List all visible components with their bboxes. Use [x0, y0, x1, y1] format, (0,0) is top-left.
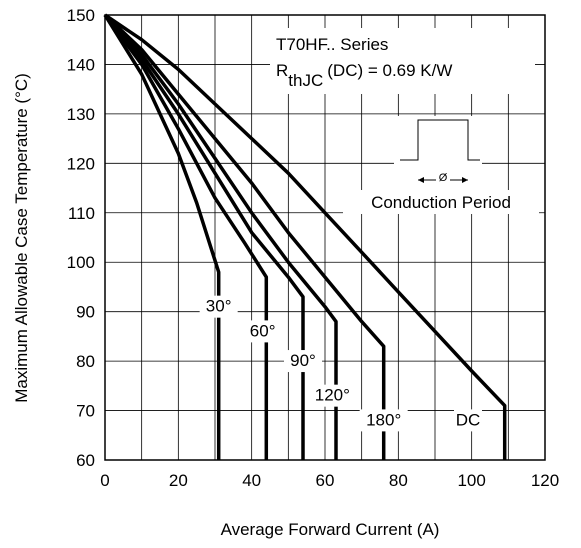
conduction-pulse-waveform — [400, 119, 480, 161]
x-tick-label: 80 — [389, 471, 408, 490]
series-label: 120° — [315, 386, 350, 405]
series-line — [103, 13, 338, 460]
series-label: 180° — [366, 410, 401, 429]
series-label-background — [359, 409, 408, 432]
series-line — [103, 13, 305, 460]
series-label-background — [284, 350, 322, 373]
series-line — [104, 13, 507, 460]
conduction-period-inset: Ø Conduction Period — [343, 116, 539, 214]
series-label-background — [308, 384, 357, 407]
series-label-background — [199, 295, 238, 318]
annotation-thermal-resistance: RthJC(DC) = 0.69 K/W — [276, 61, 452, 90]
annotation-r-subscript: thJC — [288, 71, 323, 90]
series-lines — [103, 13, 507, 460]
series-line — [103, 13, 386, 460]
y-tick-labels: 60 70 80 90 100 110 120 130 140 150 — [67, 6, 95, 470]
y-tick-label: 110 — [68, 204, 95, 223]
series-line — [103, 13, 269, 460]
conduction-arrow-right-head — [462, 177, 468, 183]
x-tick-label: 60 — [316, 471, 335, 490]
annotation-r-value: (DC) = 0.69 K/W — [327, 61, 452, 80]
y-tick-label: 130 — [67, 105, 95, 124]
x-tick-label: 100 — [457, 471, 485, 490]
y-tick-label: 90 — [76, 303, 95, 322]
phi-symbol: Ø — [439, 172, 448, 184]
conduction-period-label: Conduction Period — [371, 193, 511, 212]
y-tick-label: 60 — [76, 451, 95, 470]
y-tick-label: 80 — [76, 352, 95, 371]
x-axis-title: Average Forward Current (A) — [221, 520, 440, 539]
annotation-series-name: T70HF.. Series — [276, 35, 388, 54]
series-label: 60° — [250, 321, 276, 340]
series-labels: 30° 60° 90° 120° 180° DC — [199, 295, 482, 432]
y-axis-title: Maximum Allowable Case Temperature (°C) — [12, 73, 31, 403]
phi-symbol-background — [436, 170, 450, 184]
x-tick-label: 0 — [100, 471, 109, 490]
series-label-background — [243, 320, 282, 343]
series-label-background — [454, 409, 482, 432]
y-tick-label: 140 — [67, 55, 95, 74]
conduction-arrow-left-head — [418, 177, 424, 183]
x-tick-label: 20 — [169, 471, 188, 490]
x-tick-label: 120 — [531, 471, 559, 490]
y-tick-label: 120 — [67, 154, 95, 173]
annotation-background — [270, 28, 535, 94]
y-tick-label: 70 — [76, 402, 95, 421]
x-tick-label: 40 — [242, 471, 261, 490]
y-tick-label: 150 — [67, 6, 95, 25]
y-tick-label: 100 — [67, 253, 95, 272]
series-annotation: T70HF.. Series RthJC(DC) = 0.69 K/W — [270, 28, 535, 94]
annotation-r-symbol: R — [276, 61, 288, 80]
series-label: 90° — [290, 351, 316, 370]
plot-frame — [104, 14, 546, 461]
series-label: DC — [456, 410, 481, 429]
inset-label-background — [343, 190, 539, 214]
series-label: 30° — [206, 297, 232, 316]
x-tick-labels: 0 20 40 60 80 100 120 — [100, 471, 559, 490]
